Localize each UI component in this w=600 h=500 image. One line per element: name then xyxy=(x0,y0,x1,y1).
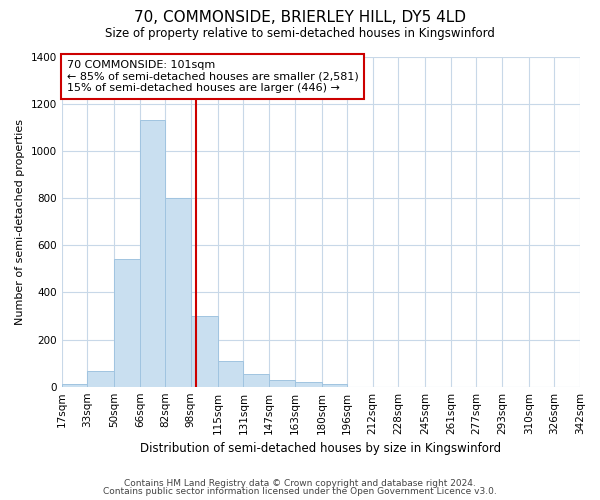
Text: 70 COMMONSIDE: 101sqm
← 85% of semi-detached houses are smaller (2,581)
15% of s: 70 COMMONSIDE: 101sqm ← 85% of semi-deta… xyxy=(67,60,359,93)
Bar xyxy=(322,384,347,386)
Text: Contains HM Land Registry data © Crown copyright and database right 2024.: Contains HM Land Registry data © Crown c… xyxy=(124,478,476,488)
Text: 70, COMMONSIDE, BRIERLEY HILL, DY5 4LD: 70, COMMONSIDE, BRIERLEY HILL, DY5 4LD xyxy=(134,10,466,25)
Bar xyxy=(295,382,322,386)
Bar xyxy=(191,316,218,386)
Bar xyxy=(87,372,114,386)
X-axis label: Distribution of semi-detached houses by size in Kingswinford: Distribution of semi-detached houses by … xyxy=(140,442,502,455)
Bar xyxy=(244,374,269,386)
Text: Size of property relative to semi-detached houses in Kingswinford: Size of property relative to semi-detach… xyxy=(105,28,495,40)
Bar xyxy=(114,260,140,386)
Bar xyxy=(166,198,191,386)
Bar xyxy=(62,384,87,386)
Bar xyxy=(218,360,244,386)
Y-axis label: Number of semi-detached properties: Number of semi-detached properties xyxy=(15,118,25,324)
Text: Contains public sector information licensed under the Open Government Licence v3: Contains public sector information licen… xyxy=(103,487,497,496)
Bar xyxy=(140,120,166,386)
Bar xyxy=(269,380,295,386)
